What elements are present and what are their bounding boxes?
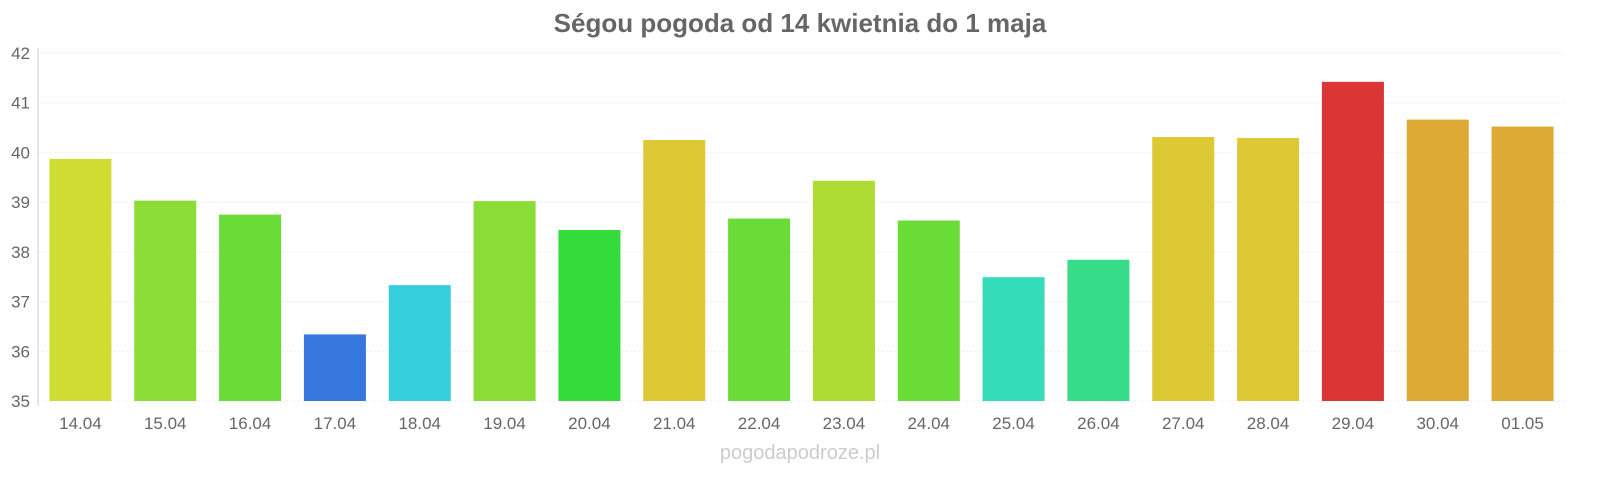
x-tick-label: 17.04 <box>314 414 357 433</box>
y-tick-label: 35 <box>11 392 30 411</box>
y-tick-label: 36 <box>11 342 30 361</box>
bar-18.04 <box>388 285 451 401</box>
chart-title: Ségou pogoda od 14 kwietnia do 1 maja <box>554 8 1047 38</box>
bar-22.04 <box>728 218 791 401</box>
bar-26.04 <box>1067 259 1130 401</box>
x-tick-label: 18.04 <box>398 414 441 433</box>
x-tick-label: 28.04 <box>1247 414 1290 433</box>
x-tick-label: 19.04 <box>483 414 526 433</box>
x-tick-label: 29.04 <box>1332 414 1375 433</box>
bar-24.04 <box>897 220 960 401</box>
bar-29.04 <box>1321 81 1384 401</box>
y-tick-label: 42 <box>11 44 30 63</box>
x-tick-label: 30.04 <box>1416 414 1459 433</box>
x-tick-label: 14.04 <box>59 414 102 433</box>
x-tick-label: 16.04 <box>229 414 272 433</box>
bar-21.04 <box>643 140 706 401</box>
x-tick-label: 21.04 <box>653 414 696 433</box>
bar-20.04 <box>558 229 621 401</box>
x-tick-label: 20.04 <box>568 414 611 433</box>
x-tick-label: 23.04 <box>823 414 866 433</box>
x-tick-label: 24.04 <box>907 414 950 433</box>
bar-19.04 <box>473 201 536 401</box>
y-tick-label: 37 <box>11 293 30 312</box>
y-tick-label: 39 <box>11 193 30 212</box>
bar-17.04 <box>303 334 366 401</box>
x-tick-label: 26.04 <box>1077 414 1120 433</box>
bar-01.05 <box>1491 126 1554 401</box>
bar-23.04 <box>812 180 875 401</box>
x-tick-label: 27.04 <box>1162 414 1205 433</box>
watermark: pogodapodroze.pl <box>720 442 880 464</box>
bar-25.04 <box>982 277 1045 401</box>
bar-30.04 <box>1406 119 1469 402</box>
bar-27.04 <box>1152 137 1215 401</box>
bar-15.04 <box>134 200 197 401</box>
bar-14.04 <box>49 158 112 401</box>
x-tick-label: 15.04 <box>144 414 187 433</box>
y-tick-label: 40 <box>11 143 30 162</box>
x-tick-label: 22.04 <box>738 414 781 433</box>
bar-28.04 <box>1237 138 1300 402</box>
y-tick-label: 38 <box>11 243 30 262</box>
y-tick-label: 41 <box>11 94 30 113</box>
x-tick-label: 25.04 <box>992 414 1035 433</box>
x-tick-label: 01.05 <box>1501 414 1544 433</box>
bar-16.04 <box>219 214 282 401</box>
